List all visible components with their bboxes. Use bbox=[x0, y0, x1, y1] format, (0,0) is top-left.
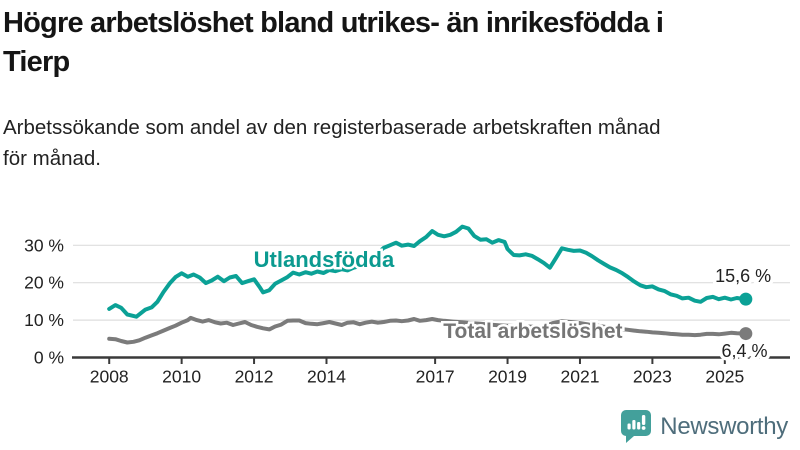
y-tick-label: 30 % bbox=[24, 235, 64, 255]
bar-1 bbox=[627, 423, 631, 430]
y-tick-label: 0 % bbox=[34, 348, 64, 368]
series-end-dot-utlandsf-dda bbox=[739, 292, 753, 306]
series-line-utlandsf-dda bbox=[107, 224, 748, 319]
x-tick-label: 2014 bbox=[307, 367, 346, 387]
exclamation-dot bbox=[641, 426, 646, 430]
chart-subtitle: Arbetssökande som andel av den registerb… bbox=[3, 113, 795, 175]
x-tick-label: 2021 bbox=[561, 367, 600, 387]
brand-name: Newsworthy bbox=[660, 412, 788, 440]
chart-subtitle-line1: Arbetssökande som andel av den registerb… bbox=[3, 116, 661, 139]
chart-title-line2: Tierp bbox=[3, 45, 70, 78]
bar-3 bbox=[637, 422, 641, 430]
exclamation-bar bbox=[642, 415, 646, 425]
series-label-total-arbetsl-shet: Total arbetslöshet bbox=[443, 320, 622, 343]
newsworthy-logo-icon bbox=[621, 410, 652, 443]
series-end-dot-total-arbetsl-shet bbox=[739, 327, 753, 341]
y-tick-label: 20 % bbox=[24, 273, 64, 293]
chart-title-line1: Högre arbetslöshet bland utrikes- än inr… bbox=[3, 7, 664, 39]
line-chart: 2008 2010 2012 2014 2017 2019 2021 2023 2025 0 % 1… bbox=[24, 224, 790, 387]
x-tick-label: 2017 bbox=[416, 367, 455, 387]
end-value-label-utlandsf-dda: 15,6 % bbox=[715, 266, 771, 286]
series-label-utlandsf-dda: Utlandsfödda bbox=[254, 247, 395, 272]
speech-bubble-shape bbox=[621, 410, 652, 443]
newsworthy-brand: Newsworthy bbox=[620, 408, 788, 445]
x-tick-label: 2012 bbox=[235, 367, 274, 387]
x-tick-label: 2025 bbox=[705, 367, 744, 387]
x-tick-label: 2023 bbox=[633, 367, 672, 387]
series-line-total-arbetsl-shet bbox=[107, 315, 748, 345]
y-tick-label: 10 % bbox=[24, 310, 64, 330]
chart-title: Högre arbetslöshet bland utrikes- än inr… bbox=[3, 4, 795, 81]
chart-subtitle-line2: för månad. bbox=[3, 146, 101, 170]
end-value-label-total-arbetsl-shet: 6,4 % bbox=[722, 341, 768, 361]
x-tick-label: 2019 bbox=[488, 367, 527, 387]
x-tick-label: 2008 bbox=[90, 367, 129, 387]
bar-2 bbox=[632, 420, 636, 430]
x-tick-label: 2010 bbox=[162, 367, 201, 387]
